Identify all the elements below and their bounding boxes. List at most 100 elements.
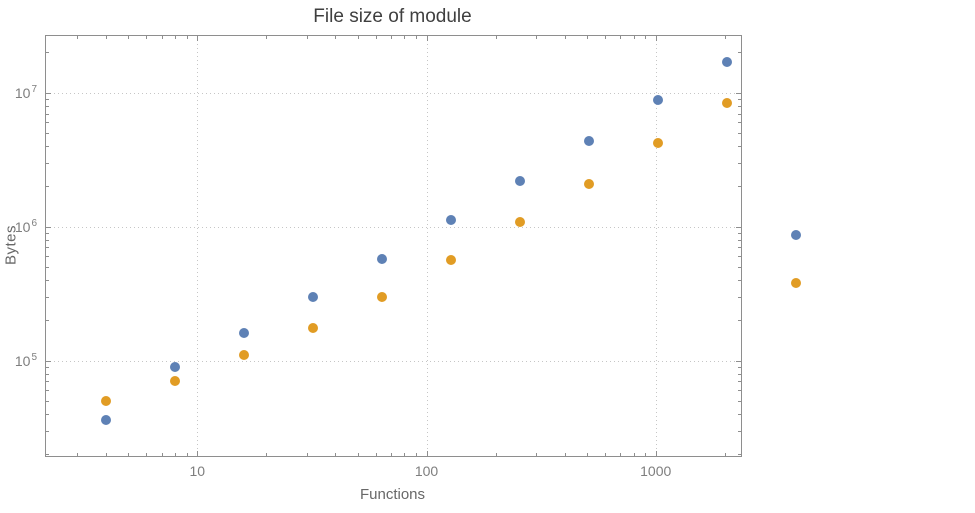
y-minor-tick — [46, 413, 49, 415]
x-minor-tick — [106, 453, 108, 456]
x-minor-tick — [357, 36, 359, 39]
y-minor-tick — [46, 247, 49, 249]
data-point-series2 — [377, 291, 388, 302]
gridline-vertical — [655, 36, 657, 456]
y-minor-tick — [46, 186, 49, 188]
data-point-series2 — [170, 376, 181, 387]
y-minor-tick — [46, 232, 49, 234]
y-minor-tick — [46, 113, 49, 115]
y-minor-tick — [738, 232, 741, 234]
y-minor-tick — [738, 296, 741, 298]
y-major-tick — [736, 92, 741, 94]
x-minor-tick — [146, 453, 148, 456]
gridline-vertical — [197, 36, 199, 456]
x-minor-tick — [535, 453, 537, 456]
data-point-series2 — [101, 395, 112, 406]
data-point-series2 — [653, 138, 664, 149]
y-major-tick — [46, 92, 51, 94]
x-minor-tick — [620, 36, 622, 39]
y-minor-tick — [46, 52, 49, 54]
x-minor-tick — [495, 453, 497, 456]
x-tick-label: 100 — [414, 463, 439, 479]
y-minor-tick — [46, 256, 49, 258]
y-minor-tick — [46, 146, 49, 148]
x-minor-tick — [77, 453, 79, 456]
y-minor-tick — [738, 366, 741, 368]
data-point-series1 — [308, 291, 319, 302]
x-tick-label: 10 — [189, 463, 206, 479]
y-minor-tick — [46, 296, 49, 298]
x-minor-tick — [161, 36, 163, 39]
x-major-tick — [197, 36, 199, 41]
x-major-tick — [197, 451, 199, 456]
x-minor-tick — [77, 36, 79, 39]
y-minor-tick — [738, 320, 741, 322]
x-minor-tick — [724, 453, 726, 456]
x-minor-tick — [306, 453, 308, 456]
y-minor-tick — [46, 400, 49, 402]
x-minor-tick — [586, 453, 588, 456]
y-minor-tick — [738, 256, 741, 258]
y-minor-tick — [738, 162, 741, 164]
x-minor-tick — [495, 36, 497, 39]
x-minor-tick — [266, 36, 268, 39]
y-minor-tick — [46, 381, 49, 383]
y-minor-tick — [738, 122, 741, 124]
y-minor-tick — [46, 266, 49, 268]
x-minor-tick — [375, 453, 377, 456]
x-minor-tick — [564, 453, 566, 456]
data-point-series1 — [101, 414, 112, 425]
y-minor-tick — [46, 279, 49, 281]
x-minor-tick — [175, 453, 177, 456]
y-tick-label: 107 — [14, 84, 37, 101]
y-minor-tick — [738, 52, 741, 54]
y-minor-tick — [738, 400, 741, 402]
data-point-series1 — [653, 95, 664, 106]
data-point-series1 — [239, 328, 250, 339]
x-minor-tick — [186, 453, 188, 456]
y-minor-tick — [738, 373, 741, 375]
x-minor-tick — [404, 36, 406, 39]
x-minor-tick — [724, 36, 726, 39]
x-minor-tick — [416, 453, 418, 456]
y-minor-tick — [738, 186, 741, 188]
x-minor-tick — [186, 36, 188, 39]
y-minor-tick — [46, 239, 49, 241]
y-minor-tick — [738, 454, 741, 456]
y-minor-tick — [738, 430, 741, 432]
data-point-series2 — [308, 323, 319, 333]
y-minor-tick — [46, 98, 49, 100]
y-minor-tick — [46, 162, 49, 164]
x-major-tick — [655, 36, 657, 41]
y-minor-tick — [738, 390, 741, 392]
data-point-series1 — [446, 215, 457, 226]
x-minor-tick — [391, 453, 392, 456]
gridline-vertical — [426, 36, 428, 456]
y-major-tick — [46, 226, 51, 228]
y-minor-tick — [738, 146, 741, 148]
x-minor-tick — [604, 36, 606, 39]
x-minor-tick — [564, 36, 566, 39]
y-minor-tick — [738, 413, 741, 415]
x-minor-tick — [106, 36, 108, 39]
x-minor-tick — [128, 36, 130, 39]
x-minor-tick — [416, 36, 418, 39]
gridline-horizontal — [46, 360, 741, 362]
x-major-tick — [426, 451, 428, 456]
y-minor-tick — [738, 381, 741, 383]
y-minor-tick — [46, 454, 49, 456]
x-minor-tick — [357, 453, 359, 456]
y-minor-tick — [738, 247, 741, 249]
gridline-horizontal — [46, 226, 741, 228]
chart-title: File size of module — [313, 6, 472, 27]
y-major-tick — [46, 360, 51, 362]
y-minor-tick — [738, 279, 741, 281]
x-minor-tick — [335, 36, 337, 39]
y-minor-tick — [738, 113, 741, 115]
plot-area: 10 100 1000 105 106 107 — [15, 35, 802, 479]
x-minor-tick — [535, 36, 537, 39]
y-minor-tick — [738, 105, 741, 107]
y-minor-tick — [738, 266, 741, 268]
data-point-series2 — [239, 349, 250, 360]
